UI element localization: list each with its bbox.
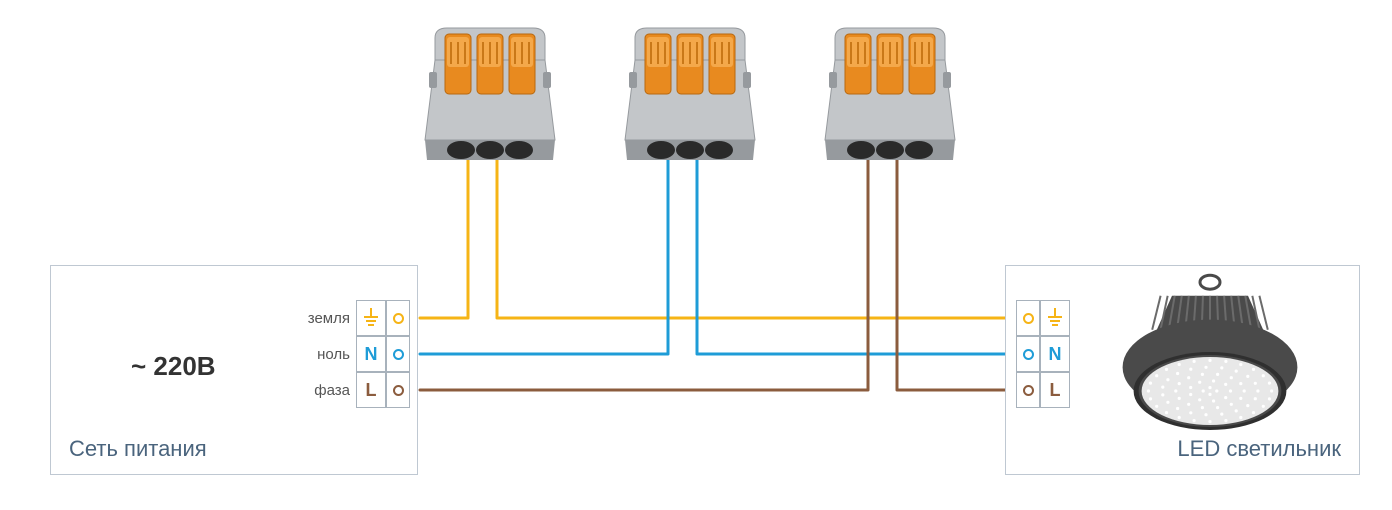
source-box-title: Сеть питания: [69, 436, 207, 462]
terminal-symbol: L: [356, 372, 386, 408]
terminal-symbol: L: [1040, 372, 1070, 408]
terminal-ring: [386, 300, 410, 336]
lever-connector: [415, 20, 565, 160]
terminal-symbol: N: [356, 336, 386, 372]
terminal-row: N: [1016, 336, 1070, 372]
terminal-label: ноль: [290, 346, 350, 363]
terminal-ring: [386, 372, 410, 408]
led-lamp: [1115, 272, 1305, 447]
wire: [420, 160, 868, 390]
lever-connector: [815, 20, 965, 160]
terminal-row: L: [1016, 372, 1070, 408]
lever-connector-icon: [815, 20, 965, 180]
terminal-ring: [1016, 372, 1040, 408]
lever-connector: [615, 20, 765, 160]
terminal-ring: [1016, 300, 1040, 336]
terminal-symbol: N: [1040, 336, 1070, 372]
wire: [897, 160, 1022, 390]
terminal-ring: [1016, 336, 1040, 372]
lever-connector-icon: [615, 20, 765, 180]
terminal-symbol: [1040, 300, 1070, 336]
wire: [697, 160, 1022, 354]
voltage-label: ~ 220В: [131, 351, 216, 382]
terminal-label: фаза: [290, 382, 350, 399]
terminal-ring: [386, 336, 410, 372]
terminal-row: фаза L: [290, 372, 410, 408]
lever-connector-icon: [415, 20, 565, 180]
terminal-row: земля: [290, 300, 410, 336]
wire: [497, 160, 1022, 318]
terminal-label: земля: [290, 310, 350, 327]
terminal-row: [1016, 300, 1070, 336]
wire: [420, 160, 468, 318]
terminals-left: земля ноль Nфаза L: [290, 300, 410, 408]
wire: [420, 160, 668, 354]
terminal-row: ноль N: [290, 336, 410, 372]
terminals-right: NL: [1016, 300, 1070, 408]
terminal-symbol: [356, 300, 386, 336]
led-highbay-icon: [1115, 272, 1305, 442]
